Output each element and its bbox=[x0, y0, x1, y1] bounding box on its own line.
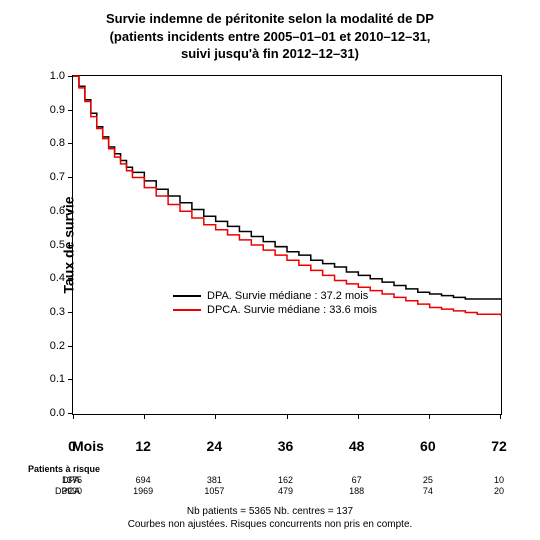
curve-dpca bbox=[73, 76, 501, 316]
footer-line-2: Courbes non ajustées. Risques concurrent… bbox=[0, 519, 540, 530]
legend-dpa: DPA. Survie médiane : 37.2 mois bbox=[173, 290, 377, 302]
y-tick-label: 0.9 bbox=[50, 104, 65, 116]
y-tick-label: 0.7 bbox=[50, 171, 65, 183]
x-tick-label: 12 bbox=[135, 438, 151, 454]
risk-table-header: Patients à risque bbox=[28, 464, 100, 474]
y-tick-label: 0.8 bbox=[50, 137, 65, 149]
survival-curves bbox=[73, 76, 501, 414]
y-tick-label: 0.2 bbox=[50, 340, 65, 352]
plot-area: DPA. Survie médiane : 37.2 mois DPCA. Su… bbox=[72, 75, 502, 415]
y-tick-label: 0.5 bbox=[50, 239, 65, 251]
risk-value: 381 bbox=[207, 475, 222, 485]
legend-dpca: DPCA. Survie médiane : 33.6 mois bbox=[173, 304, 377, 316]
x-tick-label: 0 bbox=[68, 438, 76, 454]
x-tick-label: 72 bbox=[491, 438, 507, 454]
risk-value: 1057 bbox=[204, 486, 224, 496]
x-tick-label: 60 bbox=[420, 438, 436, 454]
risk-value: 1969 bbox=[133, 486, 153, 496]
y-tick-label: 1.0 bbox=[50, 70, 65, 82]
x-tick-label: 36 bbox=[278, 438, 294, 454]
risk-value: 25 bbox=[423, 475, 433, 485]
x-axis-label: Mois bbox=[72, 438, 104, 454]
risk-value: 67 bbox=[352, 475, 362, 485]
risk-value: 479 bbox=[278, 486, 293, 496]
curve-dpa bbox=[73, 76, 501, 299]
risk-value: 162 bbox=[278, 475, 293, 485]
risk-value: 20 bbox=[494, 486, 504, 496]
risk-value: 3990 bbox=[62, 486, 82, 496]
footer-line-1: Nb patients = 5365 Nb. centres = 137 bbox=[0, 506, 540, 517]
risk-value: 1375 bbox=[62, 475, 82, 485]
y-tick-label: 0.1 bbox=[50, 373, 65, 385]
risk-value: 10 bbox=[494, 475, 504, 485]
y-tick-label: 0.4 bbox=[50, 272, 65, 284]
chart-title: Survie indemne de péritonite selon la mo… bbox=[0, 10, 540, 63]
legend: DPA. Survie médiane : 37.2 mois DPCA. Su… bbox=[173, 288, 377, 316]
risk-value: 74 bbox=[423, 486, 433, 496]
y-tick-label: 0.0 bbox=[50, 407, 65, 419]
risk-value: 694 bbox=[136, 475, 151, 485]
x-tick-label: 48 bbox=[349, 438, 365, 454]
risk-value: 188 bbox=[349, 486, 364, 496]
x-tick-label: 24 bbox=[207, 438, 223, 454]
y-tick-label: 0.3 bbox=[50, 306, 65, 318]
y-tick-label: 0.6 bbox=[50, 205, 65, 217]
